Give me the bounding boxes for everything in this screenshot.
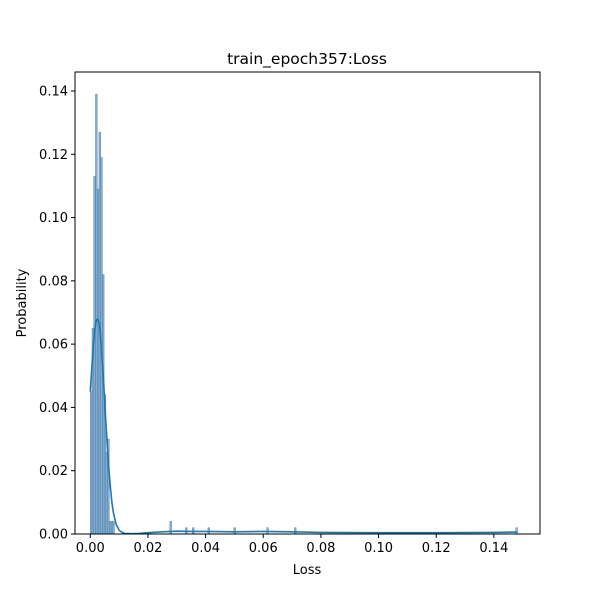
y-tick-label: 0.00 bbox=[39, 528, 68, 543]
y-tick-label: 0.10 bbox=[39, 211, 68, 226]
x-tick-label: 0.08 bbox=[306, 541, 335, 556]
histogram-bar bbox=[515, 527, 518, 535]
x-tick-label: 0.10 bbox=[364, 541, 393, 556]
y-tick-label: 0.14 bbox=[39, 84, 68, 99]
kde-line bbox=[89, 318, 517, 535]
chart-title: train_epoch357:Loss bbox=[227, 50, 387, 69]
histogram-bar bbox=[294, 527, 297, 535]
histogram-bar bbox=[112, 521, 115, 535]
y-tick-label: 0.04 bbox=[39, 401, 68, 416]
x-tick-label: 0.04 bbox=[191, 541, 220, 556]
y-tick-label: 0.12 bbox=[39, 148, 68, 163]
y-tick-label: 0.02 bbox=[39, 464, 68, 479]
y-axis-label: Probability bbox=[15, 268, 30, 337]
histogram-bar bbox=[110, 521, 113, 535]
histogram-bar bbox=[105, 451, 108, 535]
y-axis: 0.00 0.02 0.04 0.06 0.08 0.10 0.12 0.14 bbox=[39, 84, 75, 543]
histogram-bar bbox=[95, 93, 98, 535]
x-tick-label: 0.14 bbox=[479, 541, 508, 556]
x-tick-label: 0.00 bbox=[76, 541, 105, 556]
x-tick-label: 0.12 bbox=[422, 541, 451, 556]
histogram-bar bbox=[96, 188, 100, 535]
x-tick-label: 0.06 bbox=[249, 541, 278, 556]
x-axis-label: Loss bbox=[293, 563, 322, 578]
histogram-bar bbox=[102, 274, 105, 535]
y-tick-label: 0.08 bbox=[39, 274, 68, 289]
x-axis: 0.00 0.02 0.04 0.06 0.08 0.10 0.12 0.14 bbox=[76, 534, 508, 556]
histogram-bar bbox=[233, 527, 236, 535]
y-tick-label: 0.06 bbox=[39, 338, 68, 353]
plot-area bbox=[89, 93, 518, 535]
axes-frame bbox=[74, 71, 541, 535]
histogram-bar bbox=[109, 521, 112, 535]
histogram-bar bbox=[90, 391, 93, 535]
histogram-bar bbox=[93, 176, 96, 535]
x-tick-label: 0.02 bbox=[133, 541, 162, 556]
